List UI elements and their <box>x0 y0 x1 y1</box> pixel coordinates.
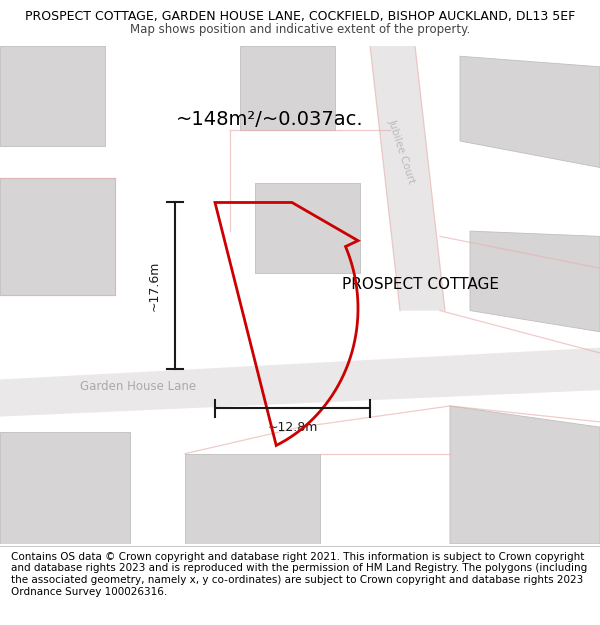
Polygon shape <box>255 183 360 274</box>
Text: Contains OS data © Crown copyright and database right 2021. This information is : Contains OS data © Crown copyright and d… <box>11 552 587 597</box>
Text: Jubilee Court: Jubilee Court <box>387 118 417 185</box>
Text: ~17.6m: ~17.6m <box>148 261 161 311</box>
Text: ~148m²/~0.037ac.: ~148m²/~0.037ac. <box>176 111 364 129</box>
Text: Garden House Lane: Garden House Lane <box>80 381 196 393</box>
Polygon shape <box>185 454 320 544</box>
Text: ~12.8m: ~12.8m <box>268 421 317 434</box>
Polygon shape <box>240 46 335 131</box>
Text: PROSPECT COTTAGE: PROSPECT COTTAGE <box>341 277 499 292</box>
Polygon shape <box>0 348 600 417</box>
Polygon shape <box>0 46 105 146</box>
Polygon shape <box>460 56 600 168</box>
Text: Map shows position and indicative extent of the property.: Map shows position and indicative extent… <box>130 22 470 36</box>
Polygon shape <box>0 178 115 294</box>
Polygon shape <box>370 46 445 311</box>
Text: PROSPECT COTTAGE, GARDEN HOUSE LANE, COCKFIELD, BISHOP AUCKLAND, DL13 5EF: PROSPECT COTTAGE, GARDEN HOUSE LANE, COC… <box>25 10 575 23</box>
Polygon shape <box>0 432 130 544</box>
Polygon shape <box>470 231 600 332</box>
Polygon shape <box>450 406 600 544</box>
